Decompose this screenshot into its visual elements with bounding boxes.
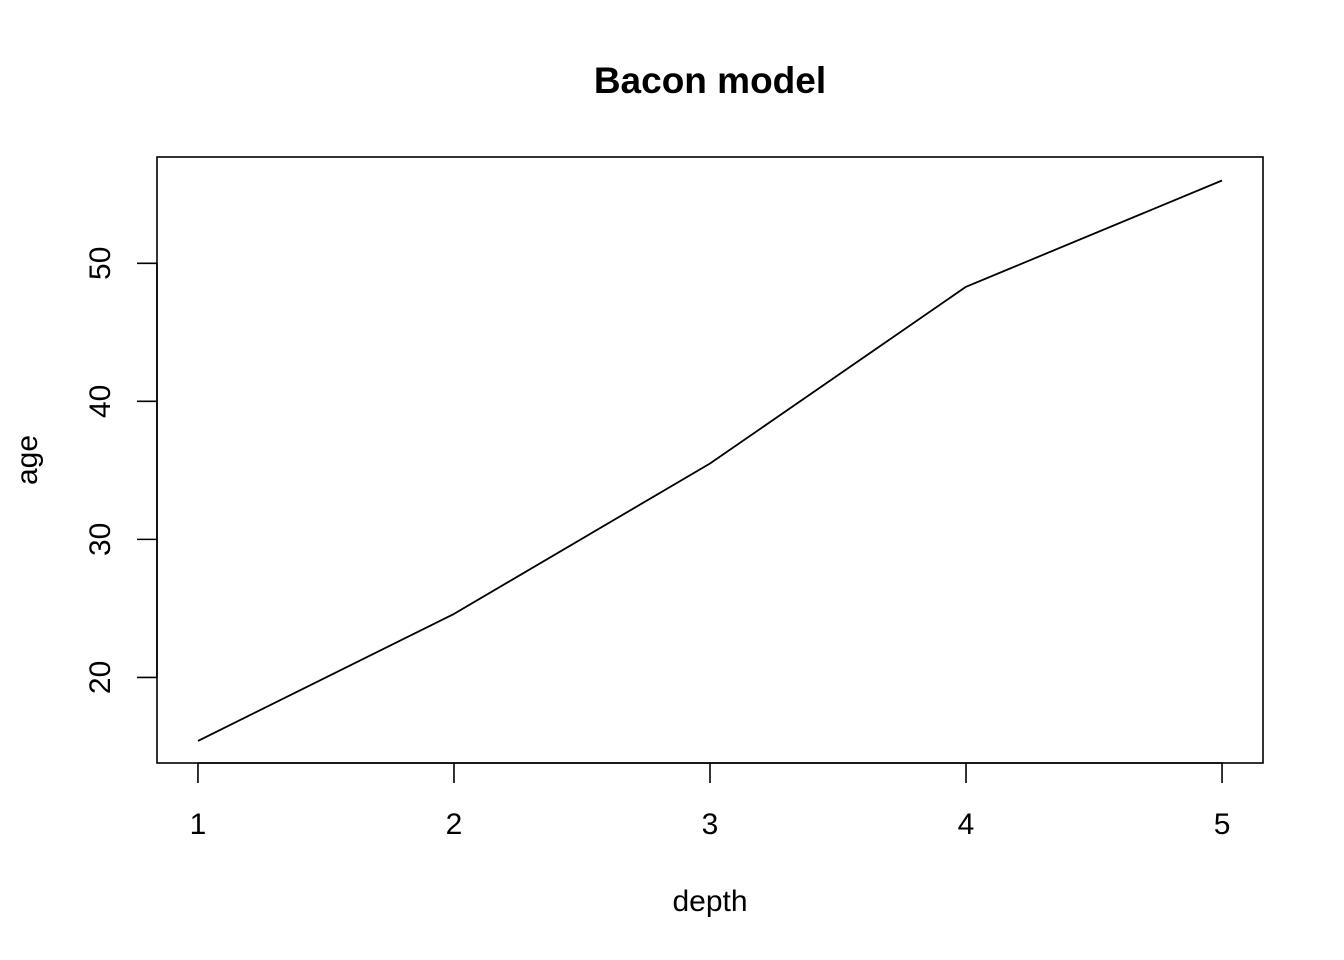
x-axis: 1 2 3 4 5 bbox=[190, 762, 1231, 841]
chart-title: Bacon model bbox=[594, 60, 826, 101]
x-tick-label: 4 bbox=[958, 808, 975, 841]
x-tick-label: 3 bbox=[702, 808, 719, 841]
y-tick-label: 40 bbox=[84, 385, 117, 418]
x-axis-label: depth bbox=[672, 885, 747, 918]
y-tick-label: 30 bbox=[84, 523, 117, 556]
x-tick-label: 1 bbox=[190, 808, 207, 841]
series-line bbox=[197, 179, 1223, 742]
y-tick-label: 50 bbox=[84, 247, 117, 280]
x-tick-label: 5 bbox=[1214, 808, 1231, 841]
y-tick-label: 20 bbox=[84, 661, 117, 694]
series-layer bbox=[197, 179, 1223, 742]
y-axis: 20 30 40 50 bbox=[84, 247, 158, 694]
y-axis-label: age bbox=[11, 435, 44, 485]
x-tick-label: 2 bbox=[446, 808, 463, 841]
plot-area-frame bbox=[156, 156, 1264, 764]
